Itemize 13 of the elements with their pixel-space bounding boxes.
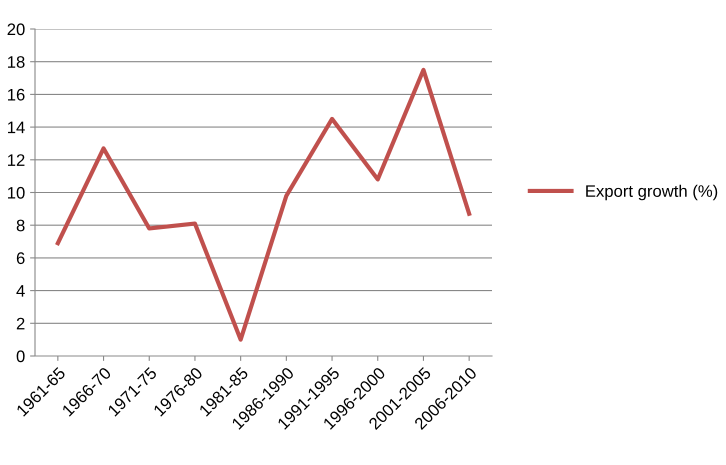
y-tick-label: 12 xyxy=(8,154,24,166)
y-tick-label: 14 xyxy=(8,122,25,134)
y-tick-label: 6 xyxy=(16,252,25,264)
y-tick-label: 0 xyxy=(16,350,25,362)
y-tick-label: 10 xyxy=(8,186,25,199)
y-tick-label: 20 xyxy=(8,23,25,36)
y-tick-label: 16 xyxy=(8,88,25,101)
y-tick-label: 8 xyxy=(16,220,25,232)
line-series xyxy=(56,68,472,342)
y-tick-label: 4 xyxy=(16,285,25,297)
legend-label: Export growth (%) xyxy=(586,184,718,200)
y-tick-label: 18 xyxy=(8,56,25,68)
y-tick-label: 2 xyxy=(16,318,24,330)
